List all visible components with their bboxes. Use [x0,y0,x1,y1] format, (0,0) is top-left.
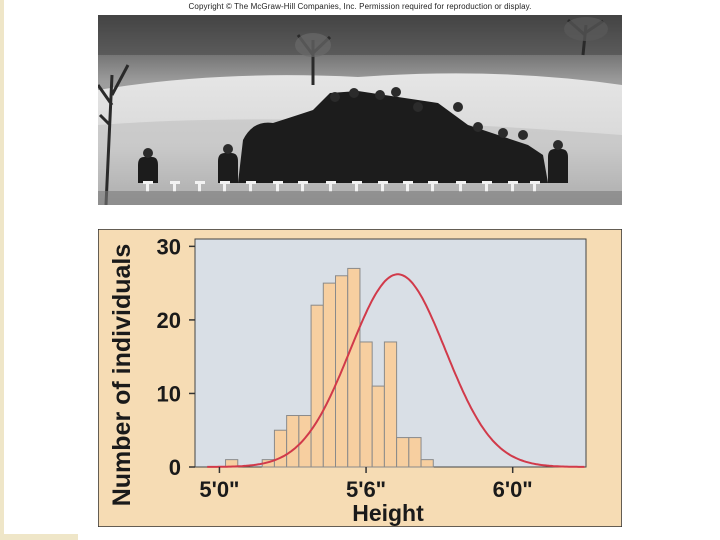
y-tick-label: 0 [169,455,181,480]
soldiers-photo-icon [98,15,622,205]
histogram-bar [273,429,288,468]
histogram-bar [286,415,300,468]
histogram-bar [408,437,422,468]
histogram-bar [371,385,385,468]
height-histogram: 0 10 20 30 5'0" 5'6" 6'0" Number of individua… [98,229,622,527]
x-tick-label: 5'0" [199,477,239,502]
histogram-bar [396,437,410,468]
bottom-decorative-strip [0,534,78,540]
y-tick-label: 30 [157,234,181,259]
histogram-bar [298,415,312,468]
left-decorative-strip [0,0,4,540]
histogram-bar [383,341,398,468]
histogram-bar [310,304,324,468]
y-axis-label: Number of individuals [108,244,136,507]
x-axis-ticks: 5'0" 5'6" 6'0" [199,467,533,502]
histogram-bar [359,341,373,468]
histogram-bar [420,459,434,468]
histogram-bar [347,267,361,468]
normal-curve [207,273,585,468]
histogram-bar [322,282,337,468]
copyright-notice: Copyright © The McGraw-Hill Companies, I… [188,2,532,11]
x-axis-label: Height [352,500,424,526]
x-tick-label: 6'0" [493,477,533,502]
y-tick-label: 20 [157,308,181,333]
y-tick-label: 10 [157,381,181,406]
y-axis-ticks: 0 10 20 30 [157,234,195,480]
x-tick-label: 5'6" [346,477,386,502]
